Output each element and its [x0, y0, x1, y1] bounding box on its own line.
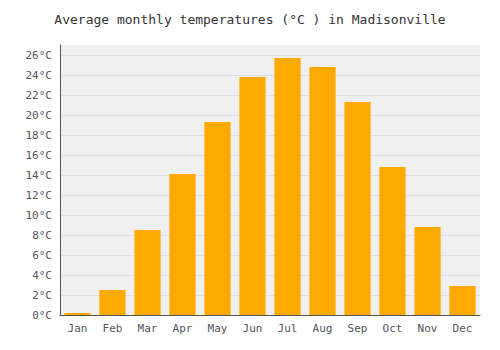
svg-text:Aug: Aug [313, 322, 333, 335]
svg-text:0°C: 0°C [32, 309, 52, 322]
svg-text:22°C: 22°C [26, 89, 53, 102]
svg-text:Mar: Mar [138, 322, 158, 335]
svg-text:Jun: Jun [243, 322, 263, 335]
svg-text:14°C: 14°C [26, 169, 53, 182]
svg-text:24°C: 24°C [26, 69, 53, 82]
svg-text:Jan: Jan [68, 322, 88, 335]
svg-text:Dec: Dec [453, 322, 473, 335]
svg-text:6°C: 6°C [32, 249, 52, 262]
svg-text:Average monthly temperatures (: Average monthly temperatures (°C ) in Ma… [54, 12, 446, 27]
svg-text:16°C: 16°C [26, 149, 53, 162]
svg-text:Jul: Jul [278, 322, 298, 335]
svg-text:Oct: Oct [383, 322, 403, 335]
svg-text:10°C: 10°C [26, 209, 53, 222]
svg-text:May: May [208, 322, 228, 335]
svg-text:12°C: 12°C [26, 189, 53, 202]
svg-text:2°C: 2°C [32, 289, 52, 302]
svg-text:4°C: 4°C [32, 269, 52, 282]
svg-text:Nov: Nov [418, 322, 438, 335]
svg-text:20°C: 20°C [26, 109, 53, 122]
svg-text:Feb: Feb [103, 322, 123, 335]
svg-text:Sep: Sep [348, 322, 368, 335]
svg-text:18°C: 18°C [26, 129, 53, 142]
svg-text:26°C: 26°C [26, 49, 53, 62]
svg-text:Apr: Apr [173, 322, 193, 335]
svg-text:8°C: 8°C [32, 229, 52, 242]
